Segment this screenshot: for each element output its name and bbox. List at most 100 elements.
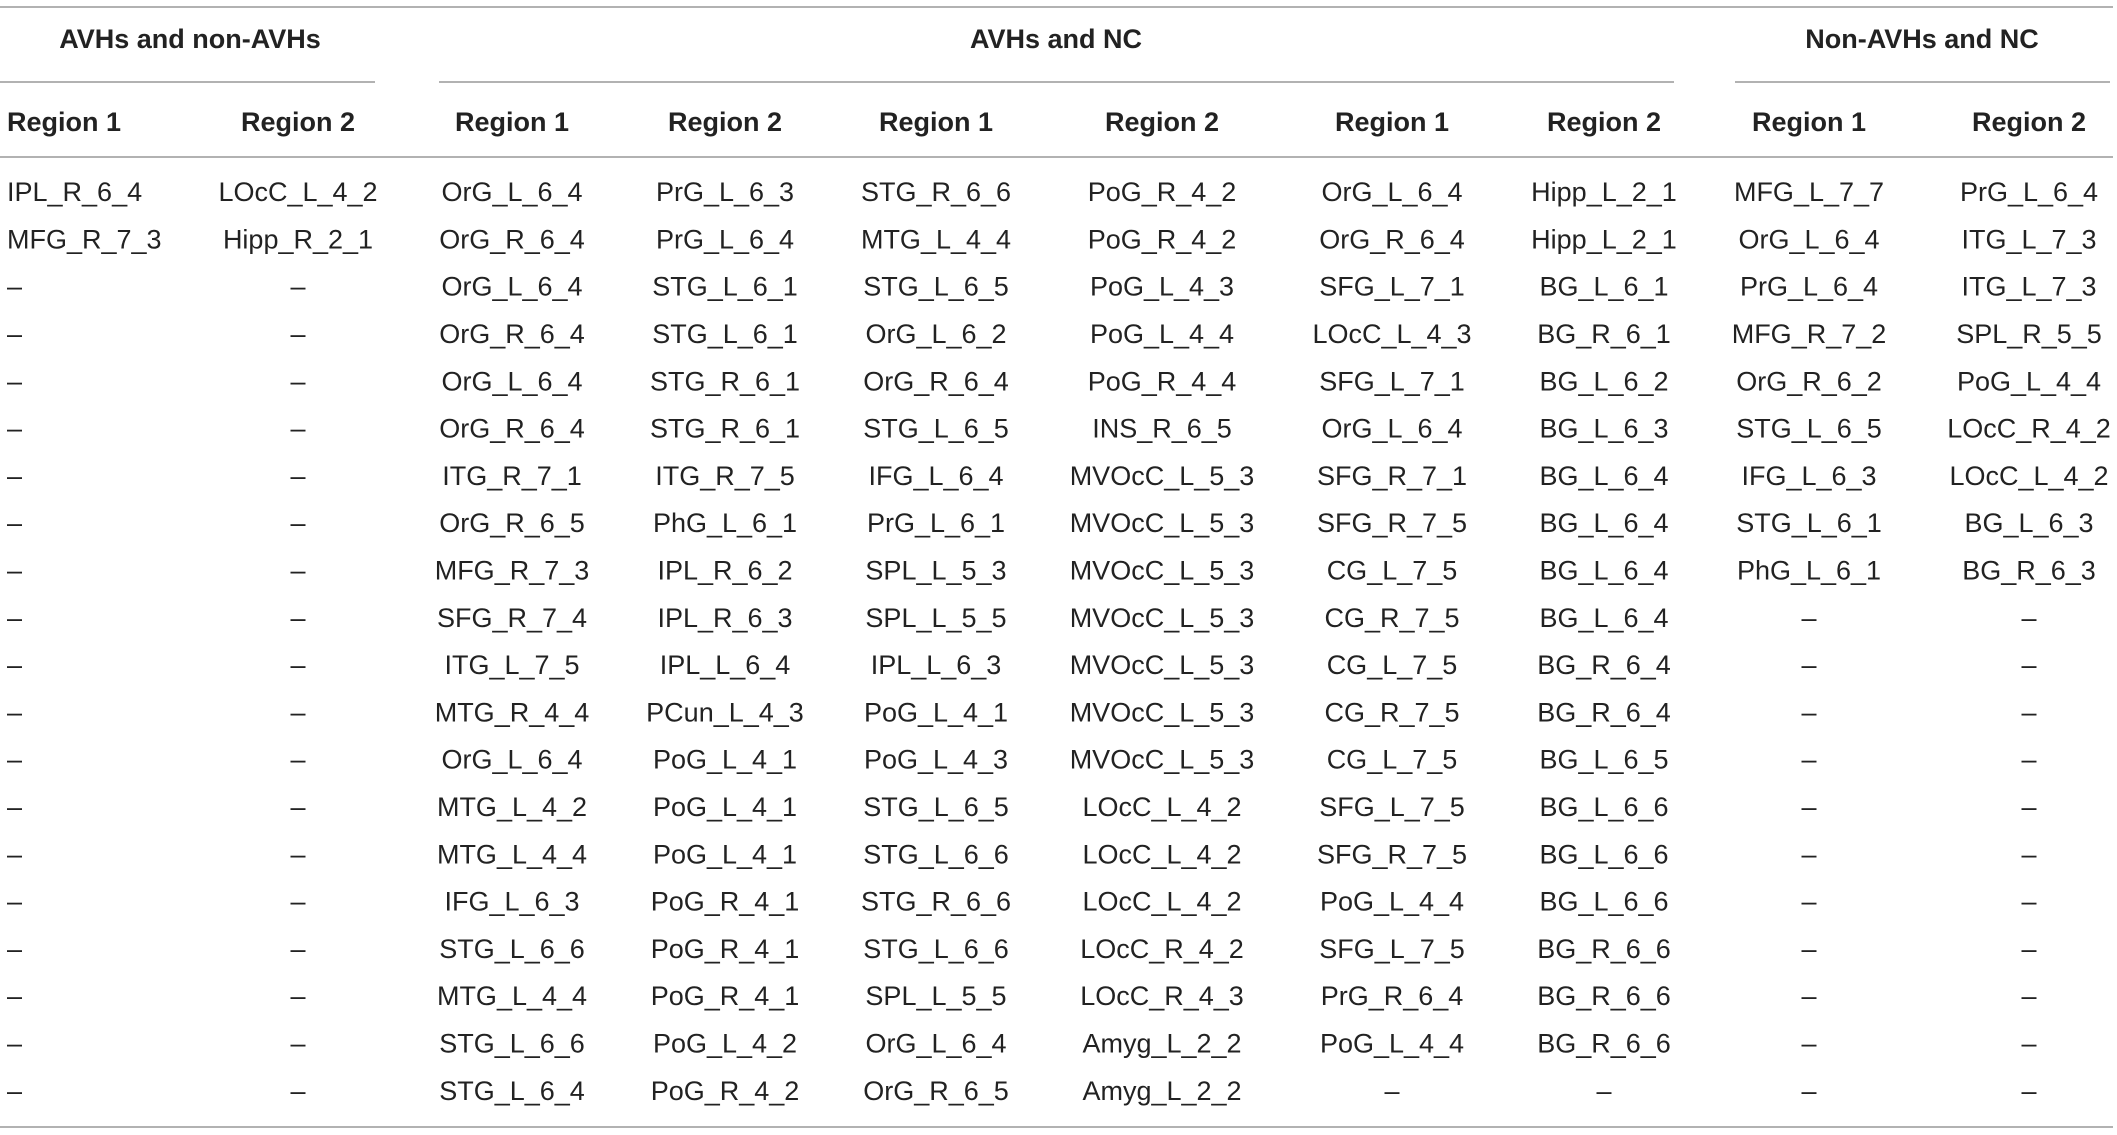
cell: – [290,319,305,349]
cell: IPL_L_6_4 [660,650,791,680]
cell: – [1801,981,1816,1011]
cell: PoG_L_4_2 [653,1029,797,1059]
column-header: Region 2 [1972,107,2086,137]
cell: OrG_R_6_4 [1319,224,1465,254]
cell: – [7,556,22,586]
cell: – [1801,1029,1816,1059]
cell: – [1801,839,1816,869]
cell: BG_R_6_4 [1537,650,1671,680]
cell: – [2021,1076,2036,1106]
cell: – [7,272,22,302]
cell: LOcC_R_4_2 [1947,414,2111,444]
cell: – [7,981,22,1011]
cell: OrG_R_6_2 [1736,366,1882,396]
cell: MVOcC_L_5_3 [1070,697,1255,727]
cell: MFG_R_7_2 [1732,319,1887,349]
cell: PCun_L_4_3 [646,697,804,727]
cell: IPL_R_6_3 [657,603,792,633]
cell: INS_R_6_5 [1092,414,1232,444]
cell: PoG_L_4_4 [1320,887,1464,917]
cell: – [7,745,22,775]
cell: CG_L_7_5 [1327,650,1458,680]
cell: BG_R_6_1 [1537,319,1671,349]
cell: – [290,650,305,680]
cell: MTG_L_4_4 [437,839,587,869]
cell: PrG_L_6_4 [1740,272,1878,302]
cell: OrG_R_6_4 [439,319,585,349]
cell: PoG_R_4_4 [1088,366,1237,396]
cell: MVOcC_L_5_3 [1070,461,1255,491]
cell: BG_L_6_4 [1539,508,1668,538]
cell: SPL_L_5_3 [865,556,1006,586]
cell: – [290,745,305,775]
cell: BG_L_6_6 [1539,839,1668,869]
cell: STG_L_6_6 [863,839,1009,869]
cell: IPL_L_6_3 [871,650,1002,680]
cell: – [2021,934,2036,964]
cell: OrG_L_6_4 [441,366,582,396]
cell: STG_L_6_4 [439,1076,585,1106]
cell: OrG_R_6_4 [439,224,585,254]
cell: SPL_L_5_5 [865,603,1006,633]
column-header: Region 2 [668,107,782,137]
cell: SFG_L_7_5 [1319,934,1465,964]
cell: IFG_L_6_3 [1741,461,1876,491]
cell: OrG_L_6_4 [441,745,582,775]
cell: Amyg_L_2_2 [1082,1076,1241,1106]
cell: BG_L_6_3 [1964,508,2093,538]
cell: BG_L_6_6 [1539,887,1668,917]
cell: – [290,508,305,538]
column-header: Region 1 [455,107,569,137]
cell: MVOcC_L_5_3 [1070,508,1255,538]
cell: BG_R_6_3 [1962,556,2096,586]
cell: – [1596,1076,1611,1106]
cell: SFG_L_7_5 [1319,792,1465,822]
cell: MTG_R_4_4 [435,697,590,727]
cell: – [1801,887,1816,917]
cell: – [7,1076,22,1106]
cell: PoG_R_4_1 [651,934,800,964]
cell: CG_L_7_5 [1327,556,1458,586]
cell: MFG_R_7_3 [7,224,162,254]
cell: OrG_L_6_4 [865,1029,1006,1059]
cell: PoG_R_4_2 [1088,177,1237,207]
cell: BG_R_6_6 [1537,934,1671,964]
cell: BG_R_6_4 [1537,697,1671,727]
cell: OrG_L_6_4 [1321,414,1462,444]
cell: – [2021,697,2036,727]
cell: – [290,603,305,633]
cell: Hipp_R_2_1 [223,224,373,254]
cell: PhG_L_6_1 [1737,556,1881,586]
column-header: Region 1 [7,107,121,137]
cell: SFG_R_7_5 [1317,839,1467,869]
cell: – [7,887,22,917]
cell: PoG_R_4_1 [651,887,800,917]
cell: MVOcC_L_5_3 [1070,650,1255,680]
cell: – [1384,1076,1399,1106]
cell: – [1801,650,1816,680]
cell: – [7,934,22,964]
cell: PrG_L_6_3 [656,177,794,207]
cell: – [2021,792,2036,822]
cell: – [2021,839,2036,869]
group-header: AVHs and NC [970,24,1142,54]
cell: BG_L_6_5 [1539,745,1668,775]
cell: PoG_L_4_1 [864,697,1008,727]
cell: PhG_L_6_1 [653,508,797,538]
cell: PrG_L_6_1 [867,508,1005,538]
cell: LOcC_L_4_2 [218,177,377,207]
cell: LOcC_R_4_3 [1080,981,1244,1011]
cell: MVOcC_L_5_3 [1070,745,1255,775]
cell: SFG_L_7_1 [1319,272,1465,302]
cell: MFG_L_7_7 [1734,177,1884,207]
cell: BG_L_6_4 [1539,461,1668,491]
group-header: AVHs and non-AVHs [59,24,321,54]
cell: – [290,981,305,1011]
cell: PoG_L_4_3 [1090,272,1234,302]
cell: – [7,414,22,444]
cell: PoG_L_4_4 [1957,366,2101,396]
cell: – [290,839,305,869]
cell: – [2021,650,2036,680]
cell: CG_L_7_5 [1327,745,1458,775]
cell: – [290,697,305,727]
